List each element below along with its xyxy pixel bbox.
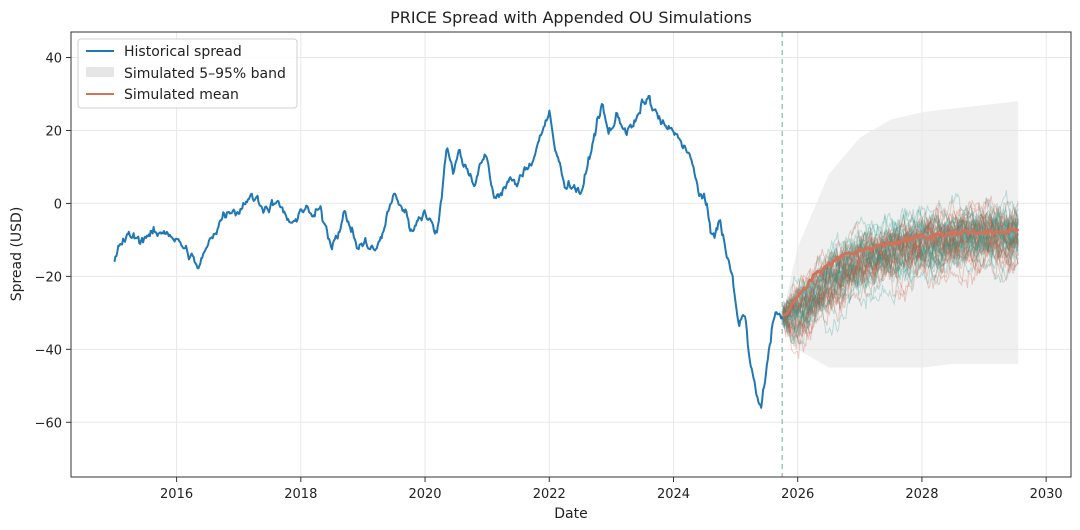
band-area (782, 101, 1019, 368)
legend-box (77, 38, 298, 109)
simulation-path (781, 213, 1019, 317)
simulation-path (781, 203, 1019, 328)
simulation-path (781, 219, 1019, 322)
simulation-path (781, 219, 1019, 320)
simulation-path (781, 211, 1019, 320)
simulated-band (782, 101, 1019, 368)
simulation-path (781, 192, 1019, 342)
x-tick-label: 2024 (657, 487, 690, 502)
legend-band-label: Simulated 5–95% band (124, 66, 286, 82)
simulation-path (781, 216, 1019, 323)
x-tick-label: 2026 (781, 487, 814, 502)
simulation-path (781, 210, 1019, 318)
simulation-path (781, 213, 1019, 322)
y-tick-label: −20 (35, 270, 62, 285)
simulation-path (781, 195, 1019, 335)
simulation-path (781, 223, 1019, 330)
simulated-mean-line (781, 227, 1020, 318)
plot-frame (70, 31, 1072, 478)
y-axis-title: Spread (USD) (9, 207, 25, 302)
simulation-path (782, 212, 1019, 338)
x-tick-label: 2020 (408, 487, 441, 502)
simulation-path (781, 206, 1019, 329)
legend-band-swatch (86, 67, 114, 77)
historical-spread-series (113, 95, 784, 409)
simulation-path (781, 213, 1019, 323)
simulation-path (781, 215, 1019, 318)
simulation-path (781, 203, 1019, 327)
simulation-path (782, 214, 1019, 340)
x-tick-label: 2030 (1030, 487, 1063, 502)
y-tick-label: 20 (45, 124, 62, 139)
y-tick-label: −40 (35, 343, 62, 358)
simulation-path (781, 198, 1019, 334)
simulation-path (781, 216, 1019, 329)
simulation-path (781, 222, 1019, 345)
simulation-path (781, 207, 1019, 320)
simulation-path (781, 190, 1019, 336)
legend-mean-label: Simulated mean (124, 87, 239, 103)
simulation-path (781, 214, 1019, 341)
simulation-path (781, 219, 1019, 329)
x-axis-title: Date (554, 506, 587, 522)
simulation-path (781, 221, 1019, 345)
simulation-path (781, 208, 1019, 339)
simulation-path (782, 221, 1019, 328)
simulation-path (781, 205, 1019, 318)
x-tick-label: 2022 (533, 487, 566, 502)
y-tick-label: 0 (54, 197, 62, 212)
simulation-path (781, 214, 1019, 327)
chart-title: PRICE Spread with Appended OU Simulation… (390, 8, 752, 27)
simulation-path (781, 216, 1019, 321)
x-tick-label: 2016 (160, 487, 193, 502)
simulation-path (781, 208, 1019, 334)
simulation-path (781, 223, 1019, 329)
x-tick-label: 2018 (284, 487, 317, 502)
y-tick-label: 40 (45, 52, 62, 67)
simulation-path (781, 209, 1019, 322)
simulation-path (781, 202, 1019, 328)
x-axis: 2016 2018 2020 2022 2024 2026 2028 2030 (160, 477, 1063, 502)
simulation-path (781, 197, 1019, 332)
y-axis: 40 20 0 −20 −40 −60 (35, 52, 71, 431)
simulation-path (781, 206, 1019, 333)
simulation-path (781, 219, 1019, 333)
simulation-path (781, 210, 1019, 317)
simulation-path (781, 205, 1019, 324)
simulation-path (782, 217, 1019, 343)
simulation-path (781, 213, 1019, 322)
x-tick-label: 2028 (905, 487, 938, 502)
simulation-path (781, 205, 1019, 317)
legend: Historical spread Simulated 5–95% band S… (77, 38, 298, 109)
simulation-path (781, 210, 1019, 328)
y-tick-label: −60 (35, 416, 62, 431)
simulation-path (781, 207, 1019, 345)
simulation-path (781, 219, 1019, 337)
legend-historical-label: Historical spread (124, 44, 242, 60)
simulated-mean-series (781, 227, 1020, 318)
simulation-path (781, 215, 1019, 346)
historical-spread-line (113, 95, 784, 409)
